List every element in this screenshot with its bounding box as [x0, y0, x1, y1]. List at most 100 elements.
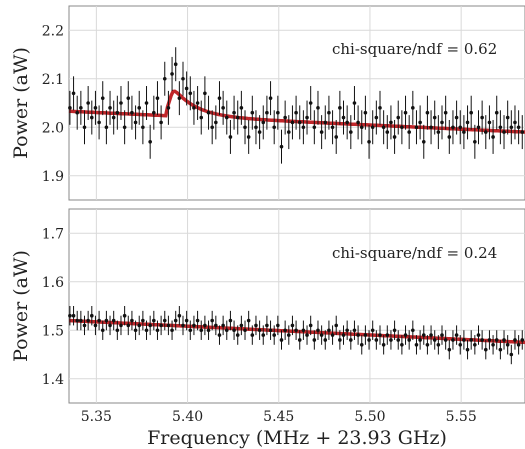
top-data-point: [90, 115, 94, 120]
top-data-point: [199, 115, 204, 120]
top-data-point: [239, 106, 244, 110]
bottom-data-point: [79, 318, 83, 323]
bottom-data-point: [498, 347, 503, 352]
bottom-data-point: [301, 328, 306, 333]
bottom-data-point: [254, 323, 258, 328]
bottom-data-point: [462, 338, 466, 342]
top-data-point: [447, 135, 452, 139]
bottom-data-point: [297, 338, 302, 342]
top-data-point: [429, 125, 433, 130]
top-data-point: [203, 91, 207, 96]
bottom-data-point: [155, 328, 160, 333]
top-data-point: [297, 120, 302, 125]
bottom-data-point: [454, 333, 459, 337]
bottom-data-point: [272, 333, 277, 337]
bottom-data-point: [246, 318, 251, 323]
top-data-point: [250, 110, 255, 115]
top-data-point: [403, 110, 408, 115]
top-data-point: [418, 120, 422, 125]
top-data-point: [425, 110, 430, 115]
bottom-data-point: [214, 323, 218, 328]
bottom-data-point: [425, 343, 430, 347]
top-panel: 1.9 2.0 2.1 2.2 chi-square/ndf = 0.62 Power…: [10, 5, 525, 201]
top-data-point: [330, 125, 335, 130]
top-data-point: [411, 106, 415, 110]
bottom-data-point: [513, 338, 517, 342]
bottom-data-point: [359, 343, 364, 347]
top-data-point: [122, 125, 127, 130]
bottom-data-point: [400, 343, 404, 347]
bottom-data-point: [286, 333, 291, 337]
top-data-point: [254, 125, 258, 130]
top-data-point: [265, 110, 269, 115]
bottom-data-point: [217, 333, 222, 337]
bottom-data-point: [345, 328, 349, 333]
bottom-data-point: [224, 328, 229, 333]
top-data-points: [68, 47, 525, 164]
bottom-data-point: [257, 328, 262, 333]
top-data-point: [166, 106, 171, 110]
x-axis-label: Frequency (MHz + 23.93 GHz): [147, 427, 447, 449]
bottom-data-point: [294, 328, 298, 333]
bottom-data-point: [199, 328, 204, 333]
top-data-point: [235, 115, 240, 120]
bottom-data-point: [305, 333, 309, 337]
bottom-data-point: [429, 333, 433, 337]
bottom-data-point: [283, 328, 287, 333]
bottom-data-point: [192, 323, 196, 328]
bottom-data-point: [279, 338, 284, 342]
bottom-data-point: [265, 323, 269, 328]
bottom-data-point: [82, 323, 87, 328]
bottom-data-point: [111, 318, 116, 323]
top-data-point: [443, 110, 448, 115]
top-data-point: [436, 130, 441, 134]
top-data-point: [502, 130, 506, 134]
bottom-data-point: [75, 318, 80, 323]
bottom-data-point: [432, 338, 437, 342]
bottom-data-point: [235, 333, 240, 337]
bottom-data-point: [451, 338, 455, 342]
top-data-point: [104, 125, 109, 130]
top-y-axis-label: Power (aW): [10, 47, 32, 159]
bottom-data-point: [195, 318, 200, 323]
top-data-point: [356, 120, 360, 125]
bottom-data-point: [148, 323, 152, 328]
top-data-point: [71, 91, 76, 96]
bottom-data-point: [487, 338, 492, 342]
xtick-label: 5.35: [81, 409, 112, 425]
top-data-point: [367, 140, 371, 144]
bottom-data-point: [316, 328, 320, 333]
bottom-data-point: [491, 343, 495, 347]
top-data-point: [283, 115, 287, 120]
top-data-point: [272, 125, 277, 130]
top-data-point: [440, 120, 444, 125]
top-data-point: [505, 115, 510, 120]
top-data-point: [217, 96, 222, 100]
top-data-point: [396, 115, 401, 120]
bottom-data-point: [188, 328, 193, 333]
top-data-point: [210, 125, 214, 130]
top-y-ticks: 1.9 2.0 2.1 2.2: [42, 23, 64, 185]
bottom-data-point: [276, 323, 280, 328]
bottom-panel: 1.4 1.5 1.6 1.7 5.35 5.40 5.45 5.50 5.55 chi-sq…: [10, 208, 525, 449]
bottom-data-point: [130, 318, 134, 323]
bottom-data-point: [502, 338, 506, 342]
bottom-ytick-label: 1.7: [42, 226, 64, 242]
bottom-data-point: [436, 343, 441, 347]
top-data-point: [414, 125, 419, 130]
top-data-point: [494, 110, 499, 115]
top-data-point: [385, 130, 390, 134]
bottom-data-point: [97, 318, 101, 323]
top-data-point: [224, 115, 229, 120]
top-data-point: [323, 120, 328, 125]
top-data-point: [308, 101, 313, 105]
bottom-data-point: [184, 318, 189, 323]
top-data-point: [170, 72, 174, 76]
top-data-point: [370, 125, 375, 130]
top-data-point: [349, 130, 353, 134]
top-data-point: [359, 125, 364, 130]
bottom-data-point: [308, 323, 313, 328]
top-data-point: [327, 110, 331, 115]
bottom-data-point: [465, 347, 470, 352]
bottom-data-point: [516, 343, 521, 347]
